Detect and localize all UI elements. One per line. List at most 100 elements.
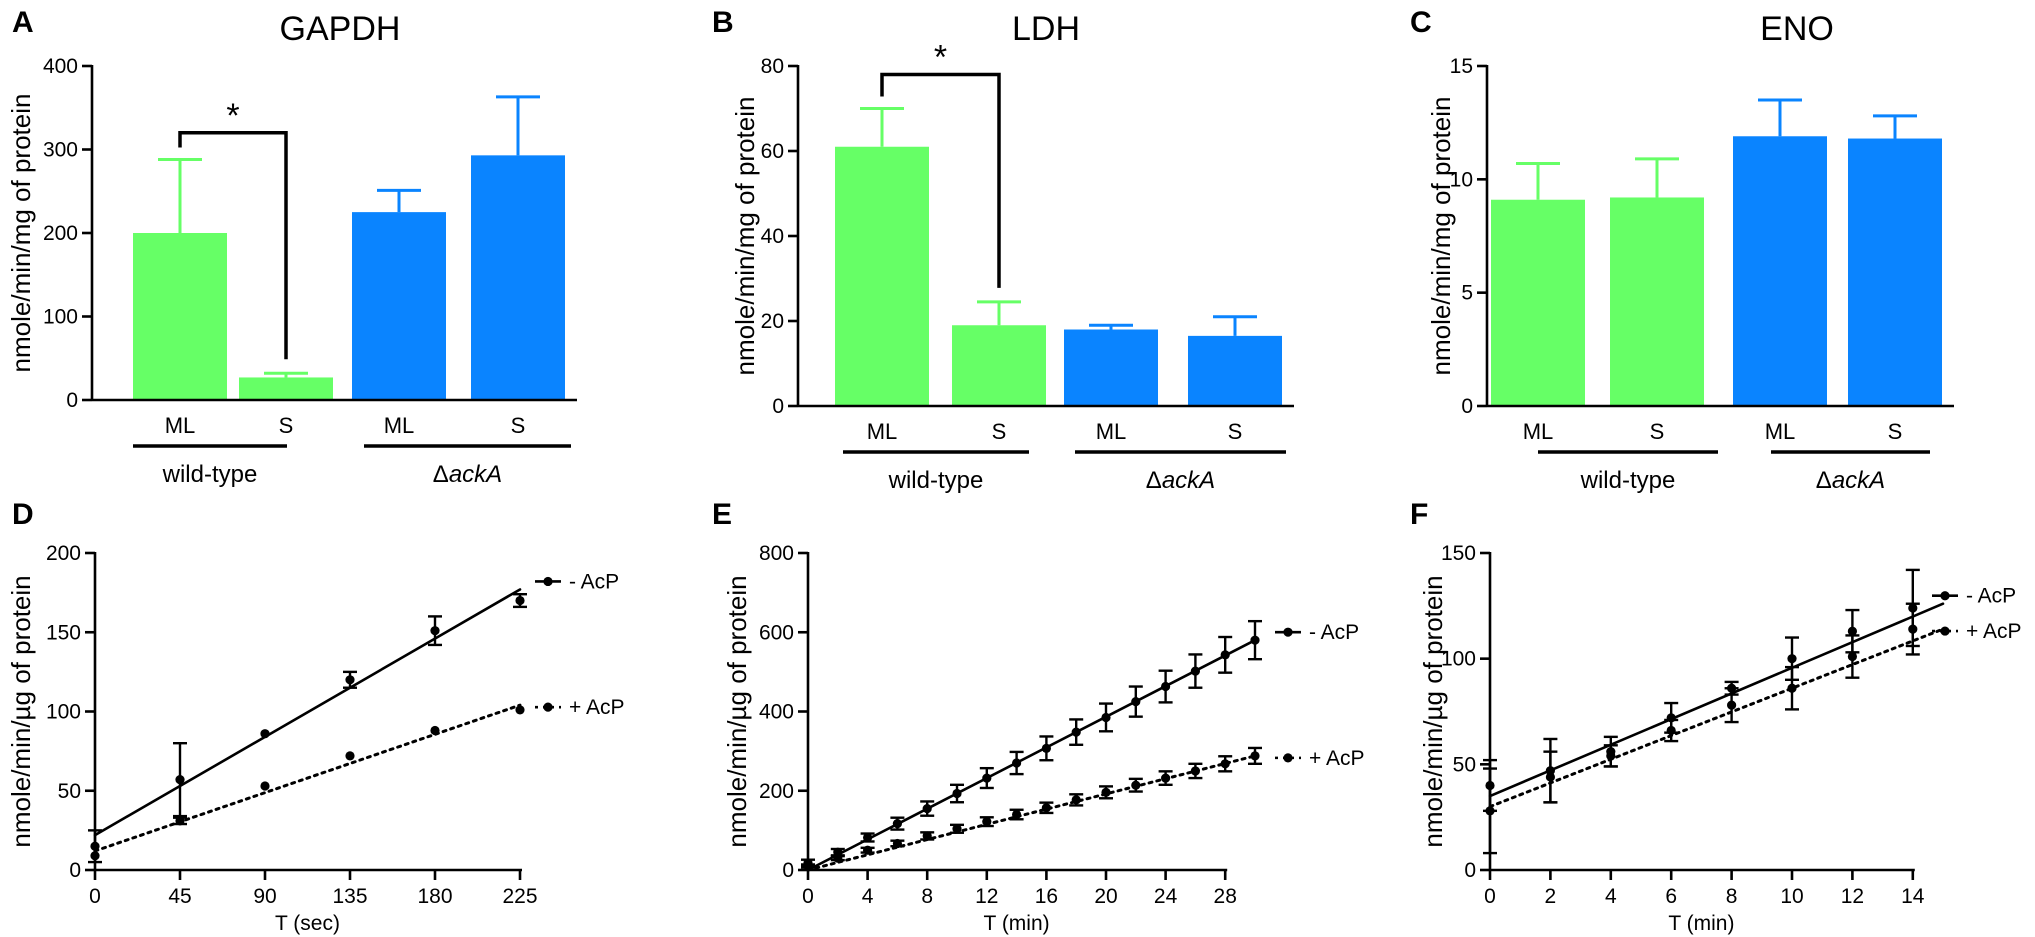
panel-a: A GAPDH nmole/min/mg of protein 0 100 200 300 4…	[6, 6, 577, 488]
bar	[952, 325, 1046, 406]
y-axis-label: nmole/min/µg of protein	[1418, 575, 1448, 847]
data-point	[982, 773, 992, 783]
data-point	[863, 845, 873, 855]
y-tick-label: 0	[1464, 859, 1476, 882]
y-tick-label: 5	[1461, 282, 1473, 305]
y-tick-label: 0	[69, 859, 81, 882]
category-label: ML	[384, 413, 415, 438]
data-point	[892, 819, 903, 829]
y-tick-label: 400	[43, 55, 78, 78]
bar	[133, 233, 227, 400]
category-label: S	[1888, 419, 1903, 444]
x-tick-label: 24	[1154, 885, 1178, 908]
y-tick-label: 0	[66, 389, 78, 412]
legend-label: - AcP	[1309, 621, 1359, 644]
data-point	[1161, 773, 1171, 783]
data-point	[515, 705, 525, 715]
x-tick-label: 28	[1214, 885, 1237, 908]
x-tick-label: 180	[417, 885, 452, 908]
panel-b: B LDH nmole/min/mg of protein 0 20 40 60 80 ML S M…	[712, 6, 1294, 494]
data-point	[952, 824, 962, 834]
data-point	[430, 725, 440, 736]
group-name: ackA	[1162, 467, 1215, 494]
data-point	[260, 781, 270, 791]
bar	[1610, 197, 1704, 406]
category-label: S	[511, 413, 526, 438]
data-point	[1250, 635, 1260, 645]
bar	[1491, 199, 1585, 406]
y-axis-label: nmole/min/mg of protein	[1426, 97, 1456, 376]
category-label: ML	[867, 419, 898, 444]
data-point	[1041, 743, 1051, 753]
y-axis-label: nmole/min/mg of protein	[730, 97, 760, 376]
x-tick-label: 12	[975, 885, 998, 908]
x-tick-label: 16	[1035, 885, 1058, 908]
bar	[1733, 136, 1827, 406]
category-label: ML	[165, 413, 196, 438]
y-tick-label: 0	[782, 859, 794, 882]
legend-label: - AcP	[1966, 585, 2016, 608]
data-point	[430, 626, 440, 636]
y-tick-label: 400	[759, 701, 794, 724]
data-point	[833, 853, 843, 863]
x-tick-label: 0	[89, 885, 101, 908]
chart-title: LDH	[1012, 10, 1080, 48]
group-name: ackA	[449, 461, 502, 488]
y-tick-label: 150	[1441, 542, 1476, 565]
data-point	[1012, 809, 1022, 820]
data-point	[922, 831, 932, 841]
data-point	[1908, 624, 1918, 634]
data-point	[1545, 772, 1555, 782]
group-prefix: Δ	[433, 461, 449, 488]
group-label: ΔackA	[1146, 467, 1215, 494]
y-tick-label: 150	[46, 621, 81, 644]
group-prefix: Δ	[1146, 467, 1162, 494]
fit-line	[93, 703, 522, 853]
data-point	[952, 788, 962, 799]
x-axis-label: T (sec)	[275, 912, 340, 935]
x-tick-label: 4	[862, 885, 874, 908]
group-label: wild-type	[888, 467, 984, 494]
y-tick-label: 100	[46, 701, 81, 724]
data-point	[1666, 725, 1676, 736]
legend-label: + AcP	[1966, 620, 2021, 643]
fit-line	[1488, 602, 1945, 798]
data-point	[1161, 681, 1171, 692]
y-tick-label: 80	[761, 55, 784, 78]
significance-bracket	[880, 72, 1001, 288]
legend-marker	[543, 702, 553, 712]
data-point	[1485, 806, 1495, 816]
x-tick-label: 20	[1094, 885, 1117, 908]
data-point	[345, 675, 355, 685]
category-label: S	[992, 419, 1007, 444]
y-axis-label: nmole/min/µg of protein	[722, 575, 752, 847]
legend-marker	[1940, 591, 1950, 601]
data-point	[345, 751, 355, 761]
data-point	[1071, 795, 1081, 805]
category-label: S	[279, 413, 294, 438]
data-point	[1727, 700, 1737, 710]
x-axis-label: T (min)	[1668, 912, 1734, 935]
panel-label: D	[12, 498, 34, 531]
y-tick-label: 0	[1461, 395, 1473, 418]
panel-label: C	[1410, 6, 1432, 39]
y-tick-label: 0	[772, 395, 784, 418]
data-point	[175, 775, 185, 785]
data-point	[892, 838, 903, 849]
group-name: ackA	[1832, 467, 1885, 494]
legend-label: + AcP	[1309, 747, 1364, 770]
y-tick-label: 40	[761, 225, 784, 248]
data-point	[175, 816, 185, 826]
category-label: S	[1228, 419, 1243, 444]
y-tick-label: 15	[1450, 55, 1473, 78]
x-tick-label: 14	[1901, 885, 1925, 908]
data-point	[922, 803, 932, 814]
data-point	[1787, 683, 1797, 693]
y-tick-label: 50	[58, 780, 81, 803]
data-point	[1101, 787, 1111, 797]
data-point	[1131, 780, 1141, 790]
y-axis-label: nmole/min/µg of protein	[6, 575, 36, 847]
y-tick-label: 200	[759, 780, 794, 803]
fit-line	[1488, 627, 1945, 809]
